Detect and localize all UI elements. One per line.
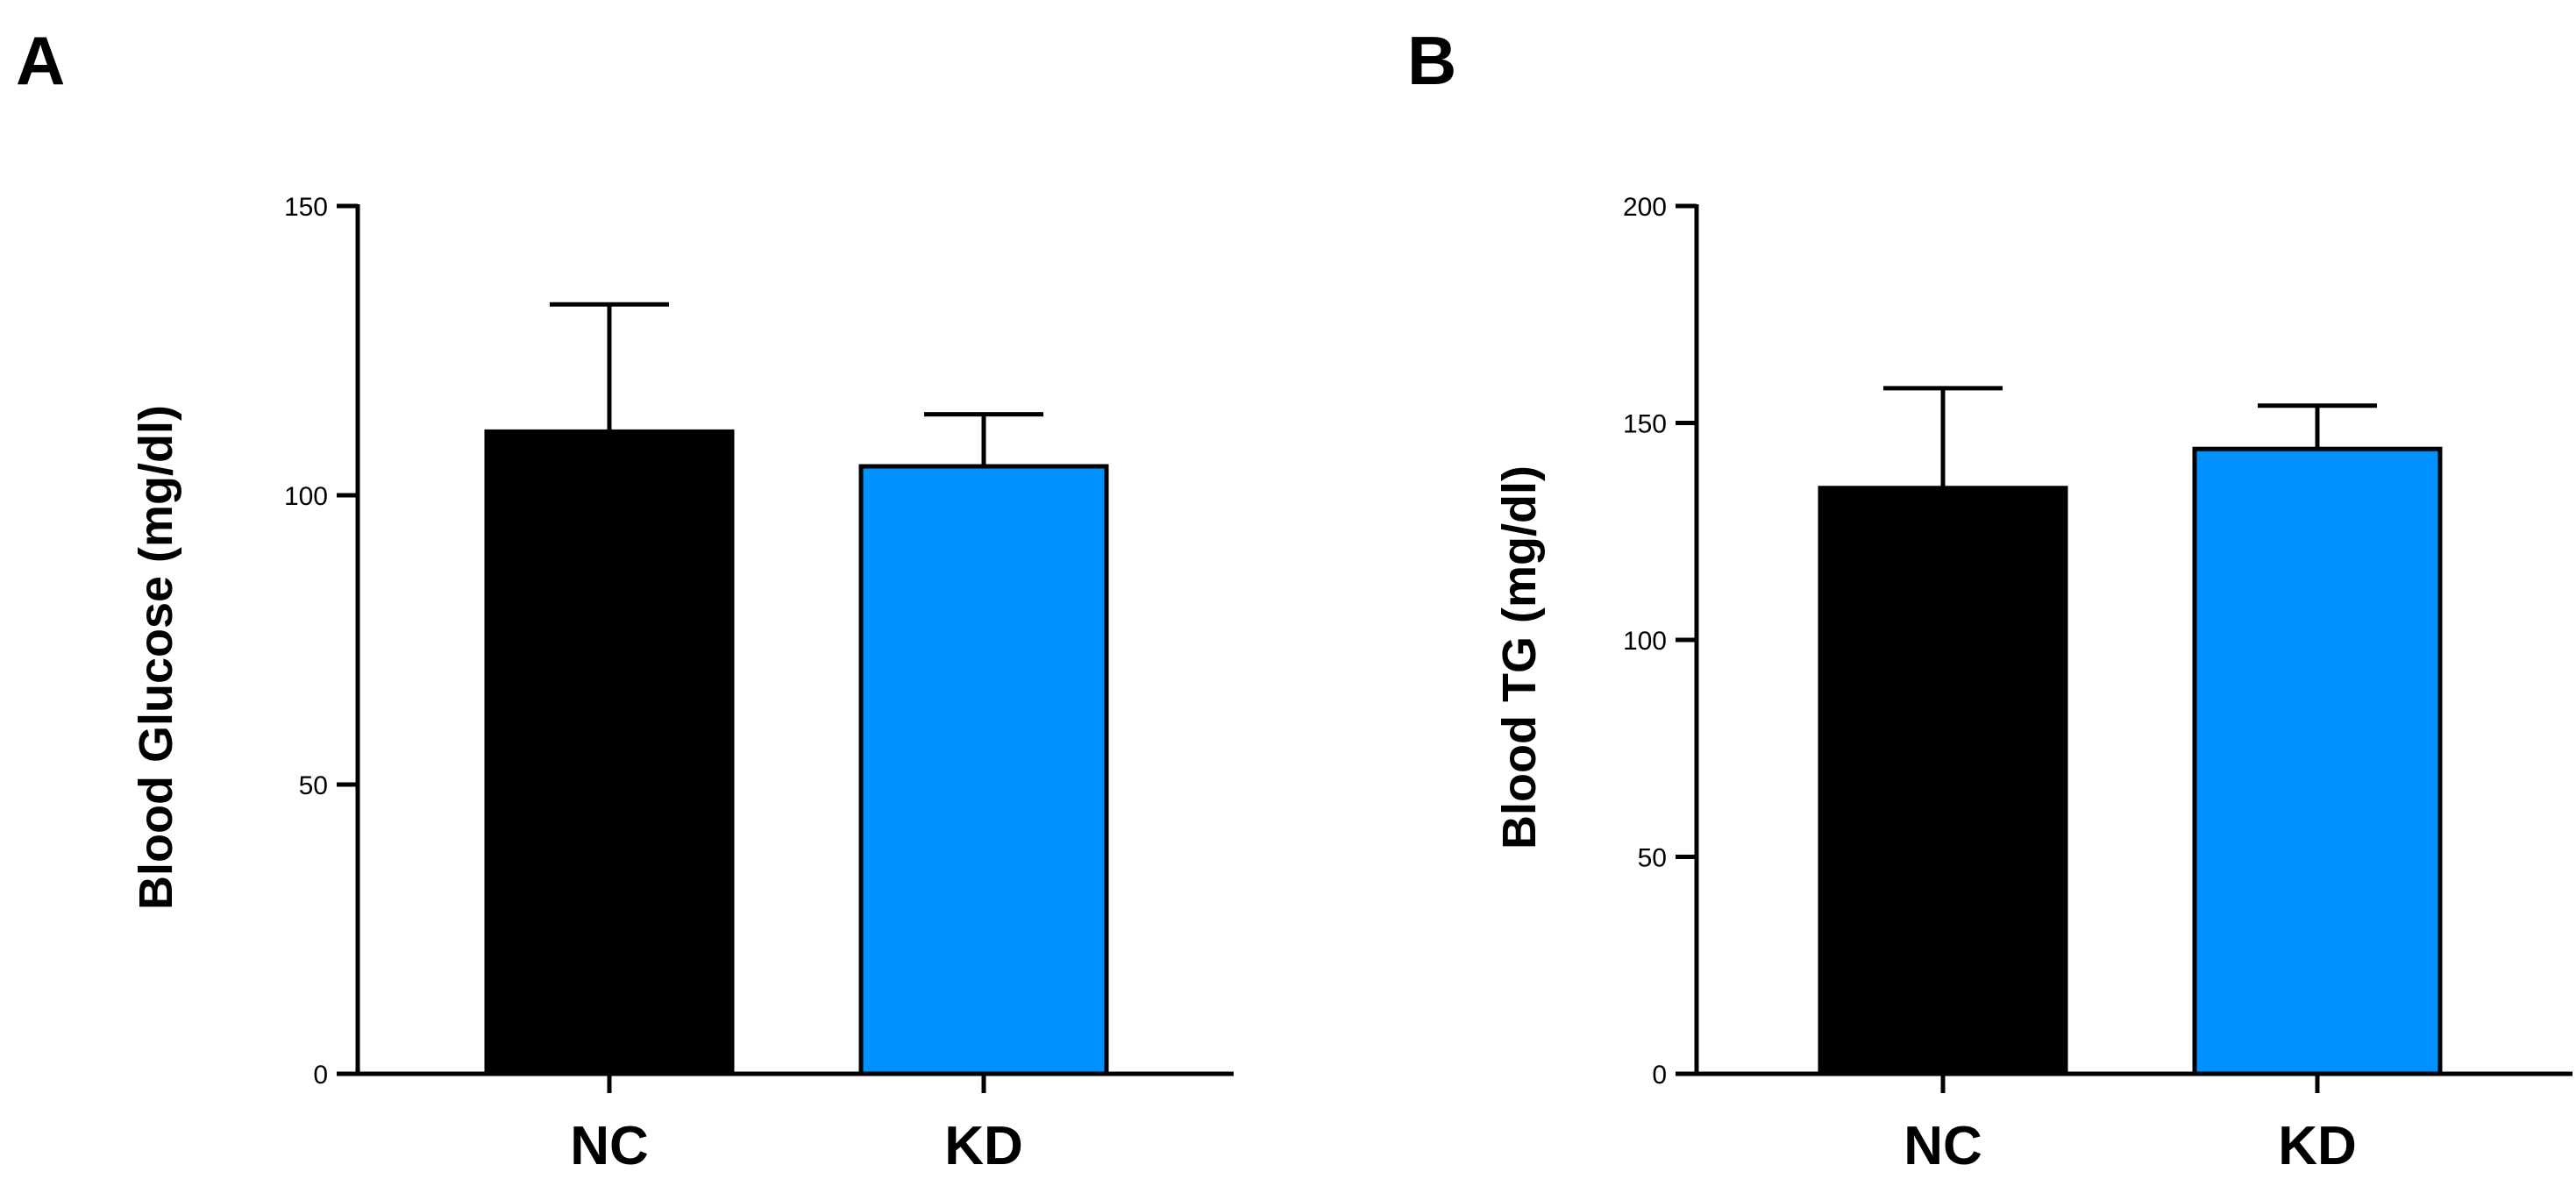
y-tick-label-50: 50 (299, 771, 328, 800)
bar-kd (858, 464, 1109, 1076)
blood-glucose-chart: NC KD 0 50 100 150 Blood Glucose (mg/dl) (130, 193, 1234, 1176)
bar-nc (484, 429, 735, 1076)
x-tick-label-nc: NC (570, 1116, 649, 1176)
blood-tg-chart: NC KD 0 50 100 150 200 Blood TG (mg/dl) (1493, 193, 2572, 1176)
bar-nc (1818, 486, 2068, 1076)
y-axis-title: Blood TG (mg/dl) (1493, 465, 1546, 849)
y-tick-label-100: 100 (284, 482, 328, 511)
panel-letter-b: B (1407, 22, 1457, 99)
x-tick-label-nc: NC (1904, 1116, 1982, 1176)
y-tick-label-200: 200 (1623, 193, 1667, 222)
y-tick-label-100: 100 (1623, 627, 1667, 656)
y-tick-label-150: 150 (1623, 410, 1667, 439)
chart-panel-b: B NC KD 0 50 100 150 200 Blood TG (mg/dl) (1288, 0, 2576, 1179)
bar-kd (2192, 446, 2443, 1076)
y-axis-title: Blood Glucose (mg/dl) (130, 405, 182, 910)
panel-letter-a: A (16, 22, 66, 99)
y-tick-label-0: 0 (1652, 1061, 1667, 1090)
x-tick-label-kd: KD (2278, 1116, 2357, 1176)
chart-panel-a: A NC KD 0 50 100 150 Blood Glucose (mg/dl) (16, 22, 1234, 1176)
y-tick-label-50: 50 (1638, 844, 1667, 873)
y-tick-label-0: 0 (313, 1061, 328, 1090)
y-tick-label-150: 150 (284, 193, 328, 222)
x-tick-label-kd: KD (944, 1116, 1023, 1176)
